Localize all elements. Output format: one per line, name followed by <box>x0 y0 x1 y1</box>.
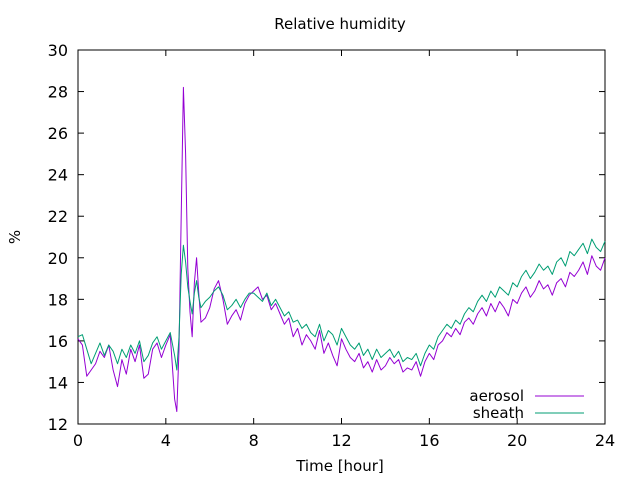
x-tick-label: 8 <box>249 431 259 450</box>
y-axis-label: % <box>6 230 24 244</box>
x-tick-label: 24 <box>595 431 615 450</box>
legend-label-aerosol: aerosol <box>469 387 524 405</box>
y-tick-label: 16 <box>48 332 68 351</box>
plot-area-frame <box>77 49 606 425</box>
x-tick-label: 0 <box>73 431 83 450</box>
x-tick-label: 4 <box>161 431 171 450</box>
y-tick-label: 18 <box>48 290 68 309</box>
series-line-sheath <box>77 238 606 371</box>
y-tick-label: 26 <box>48 124 68 143</box>
y-tick-label: 28 <box>48 83 68 102</box>
series-lines <box>77 86 606 413</box>
series-line-aerosol <box>77 86 606 413</box>
chart-title: Relative humidity <box>274 15 406 33</box>
y-tick-label: 14 <box>48 373 68 392</box>
y-axis-ticks: 12 14 16 18 20 22 24 26 28 30 <box>48 41 605 434</box>
x-axis-ticks: 0 4 8 12 16 20 24 <box>73 50 615 450</box>
y-tick-label: 30 <box>48 41 68 60</box>
legend-label-sheath: sheath <box>473 404 524 422</box>
y-tick-label: 24 <box>48 166 68 185</box>
y-tick-label: 22 <box>48 207 68 226</box>
x-tick-label: 20 <box>507 431 527 450</box>
x-axis-label: Time [hour] <box>295 457 384 475</box>
x-tick-label: 16 <box>419 431 439 450</box>
x-tick-label: 12 <box>331 431 351 450</box>
y-tick-label: 20 <box>48 249 68 268</box>
y-tick-label: 12 <box>48 415 68 434</box>
